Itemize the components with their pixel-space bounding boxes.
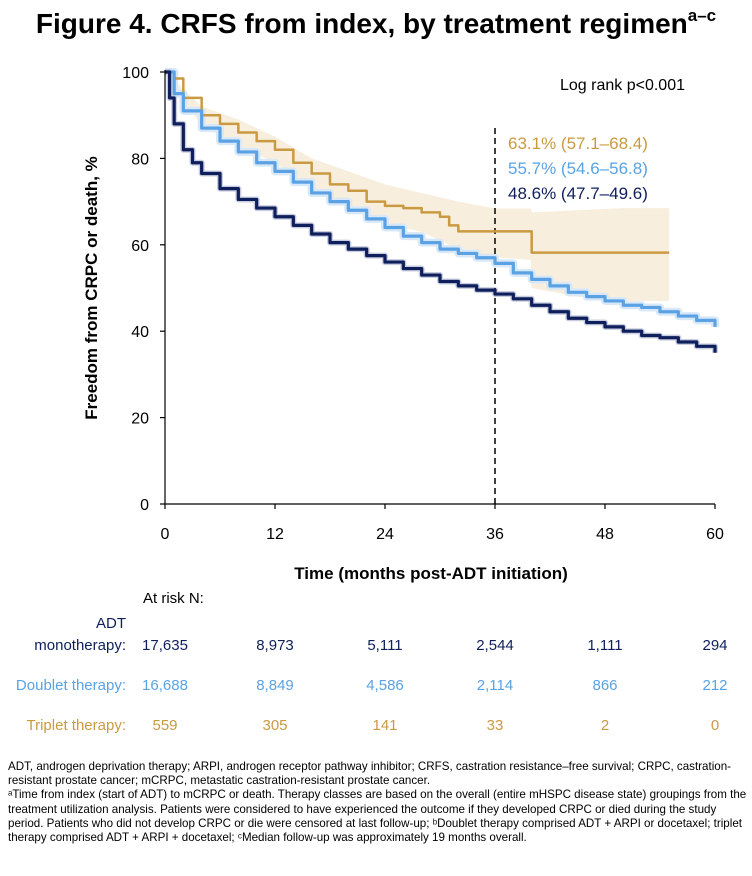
at-risk-header: At risk N: xyxy=(143,590,204,607)
log-rank-annotation: Log rank p<0.001 xyxy=(560,77,685,94)
at-risk-value: 16,688 xyxy=(142,677,188,694)
at-risk-value: 2,114 xyxy=(476,677,514,694)
triplet-confidence-band xyxy=(165,72,670,301)
chart-labels: Time (months post-ADT initiation) Freedom… xyxy=(82,77,685,583)
at-risk-value: 2,544 xyxy=(476,637,514,654)
triplet-36-month-label: 63.1% (57.1–68.4) xyxy=(508,134,648,153)
at-risk-value: 8,973 xyxy=(256,637,294,654)
figure-title-superscript: a–c xyxy=(687,6,717,25)
footnote: ADT, androgen deprivation therapy; ARPI,… xyxy=(8,760,748,845)
at-risk-value: 17,635 xyxy=(142,637,188,654)
x-tick-label: 0 xyxy=(161,526,170,543)
at-risk-row-label: Doublet therapy: xyxy=(15,677,126,694)
x-tick-label: 36 xyxy=(486,526,504,543)
x-tick-label: 24 xyxy=(376,526,394,543)
at-risk-row: ADT monotherapy: 17,635 8,973 5,111 2,544 1,11… xyxy=(0,615,752,661)
doublet-curve xyxy=(165,70,717,327)
at-risk-value: 5,111 xyxy=(367,637,403,654)
at-risk-value: 2 xyxy=(600,717,610,734)
figure-title-text: Figure 4. CRFS from index, by treatment … xyxy=(35,8,688,39)
y-axis-title: Freedom from CRPC or death, % xyxy=(82,156,101,420)
at-risk-row-label: monotherapy: xyxy=(34,637,126,654)
at-risk-value: 866 xyxy=(592,677,618,694)
at-risk-value: 305 xyxy=(262,717,288,734)
axes: 0 20 40 60 80 100 0 12 24 36 48 60 xyxy=(122,65,724,543)
y-tick-label: 100 xyxy=(122,65,149,82)
at-risk-value: 4,586 xyxy=(366,677,404,694)
doublet-36-month-label: 55.7% (54.6–56.8) xyxy=(508,159,648,178)
triplet-curve xyxy=(165,70,670,254)
figure-title: Figure 4. CRFS from index, by treatment … xyxy=(0,6,752,40)
x-tick-label: 48 xyxy=(596,526,614,543)
footnote-notes: ᵃTime from index (start of ADT) to mCRPC… xyxy=(8,788,747,845)
footnote-abbreviations: ADT, androgen deprivation therapy; ARPI,… xyxy=(8,760,732,788)
at-risk-row: Triplet therapy: 559 305 141 33 2 0 xyxy=(0,717,752,741)
at-risk-value: 8,849 xyxy=(256,677,294,694)
adt-36-month-label: 48.6% (47.7–49.6) xyxy=(508,184,648,203)
at-risk-value: 212 xyxy=(702,677,728,694)
at-risk-value: 33 xyxy=(486,717,504,734)
x-axis-title: Time (months post-ADT initiation) xyxy=(294,564,568,583)
y-tick-label: 80 xyxy=(131,151,149,168)
adt-curve xyxy=(165,70,717,353)
y-tick-label: 0 xyxy=(140,497,149,514)
y-tick-label: 60 xyxy=(131,238,149,255)
survival-curves xyxy=(165,70,717,504)
y-tick-label: 20 xyxy=(131,411,149,428)
at-risk-value: 559 xyxy=(152,717,178,734)
at-risk-row: Doublet therapy: 16,688 8,849 4,586 2,114 866… xyxy=(0,677,752,701)
km-chart: 0 20 40 60 80 100 0 12 24 36 48 60 Time (months pos… xyxy=(82,65,724,583)
x-tick-label: 12 xyxy=(266,526,284,543)
at-risk-value: 294 xyxy=(702,637,728,654)
y-tick-label: 40 xyxy=(131,324,149,341)
at-risk-value: 1,111 xyxy=(587,637,623,654)
at-risk-value: 141 xyxy=(372,717,398,734)
at-risk-row-label: ADT xyxy=(96,615,126,632)
x-tick-label: 60 xyxy=(706,526,724,543)
at-risk-value: 0 xyxy=(710,717,720,734)
at-risk-row-label: Triplet therapy: xyxy=(26,717,127,734)
